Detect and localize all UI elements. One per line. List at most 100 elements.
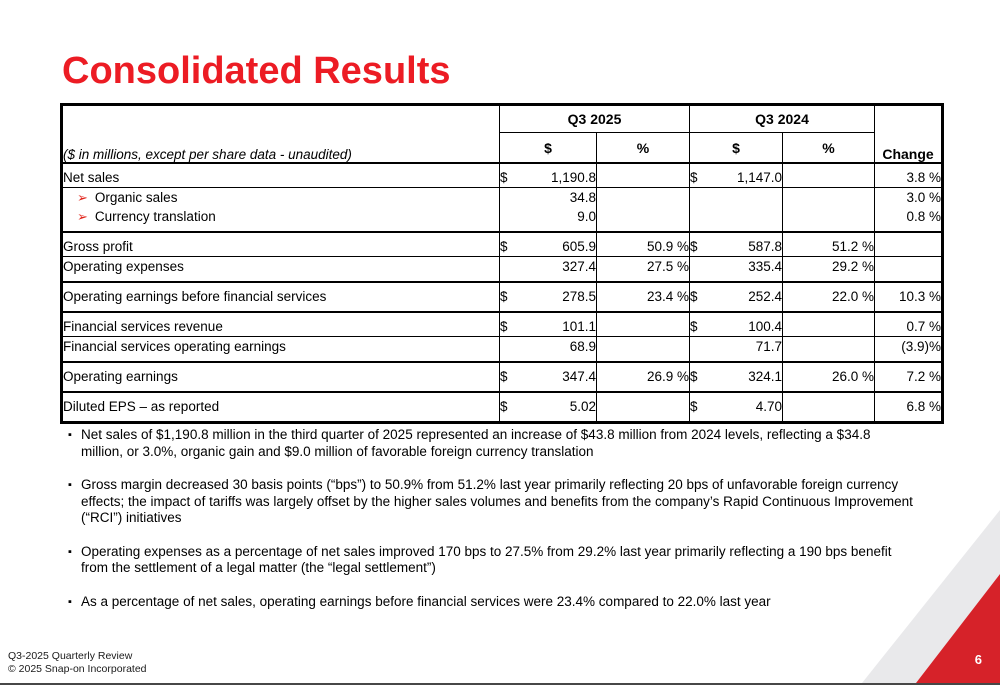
change-value: 7.2 % — [874, 361, 943, 393]
bullet-text: As a percentage of net sales, operating … — [81, 593, 771, 609]
table-row: ➢ Organic sales 34.8 3.0 % — [61, 187, 943, 207]
change-value: 6.8 % — [874, 391, 943, 423]
value-q3-2024: 100.4 — [748, 319, 782, 334]
square-bullet-icon: ▪ — [68, 429, 72, 441]
value-q3-2024: 324.1 — [748, 369, 782, 384]
pct-q3-2024 — [782, 187, 875, 207]
currency-sign: $ — [690, 319, 698, 334]
pct-q3-2025 — [596, 311, 690, 337]
value-q3-2025: 347.4 — [562, 369, 596, 384]
value-q3-2024: 252.4 — [748, 289, 782, 304]
value-q3-2025: 278.5 — [562, 289, 596, 304]
row-label: Gross profit — [63, 239, 133, 254]
bullet-text: Gross margin decreased 30 basis points (… — [81, 477, 913, 525]
change-value: 10.3 % — [874, 281, 943, 313]
row-label: Diluted EPS – as reported — [63, 399, 220, 414]
value-q3-2024: 71.7 — [755, 339, 782, 354]
value-q3-2025: 68.9 — [569, 339, 596, 354]
list-item: ▪ Net sales of $1,190.8 million in the th… — [68, 427, 916, 460]
col-group-q3-2024: Q3 2024 — [689, 104, 875, 133]
value-q3-2025: 9.0 — [577, 209, 596, 224]
table-note: ($ in millions, except per share data - … — [61, 104, 500, 164]
arrow-bullet-icon: ➢ — [77, 209, 88, 224]
square-bullet-icon: ▪ — [68, 595, 72, 608]
footer-line-2: © 2025 Snap-on Incorporated — [8, 663, 147, 675]
row-label: Currency translation — [94, 209, 216, 224]
value-q3-2024: 4.70 — [755, 399, 782, 414]
currency-sign: $ — [690, 369, 698, 384]
pct-q3-2024 — [782, 207, 875, 233]
bullet-text: Operating expenses as a percentage of ne… — [81, 543, 892, 576]
row-label: Net sales — [63, 170, 120, 185]
table-row: Diluted EPS – as reported $5.02 $4.70 6.… — [61, 391, 943, 423]
change-value — [874, 256, 943, 283]
currency-sign: $ — [690, 399, 698, 414]
value-q3-2025: 605.9 — [562, 239, 596, 254]
value-q3-2025: 327.4 — [562, 259, 596, 274]
currency-sign: $ — [500, 170, 508, 185]
table-row: Financial services operating earnings 68… — [61, 336, 943, 363]
pct-q3-2025: 23.4 % — [596, 281, 690, 313]
pct-q3-2025 — [596, 391, 690, 423]
value-q3-2025: 101.1 — [562, 319, 596, 334]
pct-q3-2025 — [596, 207, 690, 233]
col-header-dollar-2025: $ — [499, 132, 597, 164]
table-row: Gross profit $605.9 50.9 % $587.8 51.2 % — [61, 231, 943, 257]
value-q3-2024: 1,147.0 — [736, 170, 782, 185]
value-q3-2024: 335.4 — [748, 259, 782, 274]
page-title: Consolidated Results — [62, 50, 451, 92]
row-label: Financial services operating earnings — [63, 339, 286, 354]
row-label: Operating expenses — [63, 259, 184, 274]
table-row: Operating expenses 327.4 27.5 % 335.4 29… — [61, 256, 943, 283]
currency-sign: $ — [690, 289, 698, 304]
value-q3-2024: 587.8 — [748, 239, 782, 254]
value-q3-2025: 34.8 — [569, 190, 596, 205]
pct-q3-2025: 50.9 % — [596, 231, 690, 257]
list-item: ▪ As a percentage of net sales, operating… — [68, 594, 916, 611]
pct-q3-2025: 27.5 % — [596, 256, 690, 283]
pct-q3-2024 — [782, 311, 875, 337]
change-value: (3.9)% — [874, 336, 943, 363]
row-label: Organic sales — [94, 190, 178, 205]
red-corner-triangle — [916, 574, 1000, 683]
table-row: Net sales $1,190.8 $1,147.0 3.8 % — [61, 162, 943, 188]
pct-q3-2024 — [782, 336, 875, 363]
col-group-q3-2025: Q3 2025 — [499, 104, 690, 133]
slide-footer: Q3-2025 Quarterly Review © 2025 Snap-on … — [8, 650, 147, 676]
row-label: Operating earnings before financial serv… — [63, 289, 327, 304]
pct-q3-2024: 26.0 % — [782, 361, 875, 393]
pct-q3-2025 — [596, 187, 690, 207]
consolidated-results-table: ($ in millions, except per share data - … — [60, 103, 944, 424]
list-item: ▪ Gross margin decreased 30 basis points … — [68, 477, 916, 527]
change-value — [874, 231, 943, 257]
row-label: Operating earnings — [63, 369, 178, 384]
col-header-pct-2025: % — [596, 132, 690, 164]
currency-sign: $ — [500, 319, 508, 334]
pct-q3-2025 — [596, 336, 690, 363]
change-value: 3.0 % — [874, 187, 943, 207]
page-number: 6 — [974, 652, 982, 667]
table-row: Operating earnings $347.4 26.9 % $324.1 … — [61, 361, 943, 393]
value-q3-2025: 5.02 — [569, 399, 596, 414]
pct-q3-2025: 26.9 % — [596, 361, 690, 393]
currency-sign: $ — [500, 239, 508, 254]
pct-q3-2025 — [596, 162, 690, 188]
table-row: ➢ Currency translation 9.0 0.8 % — [61, 207, 943, 233]
col-header-dollar-2024: $ — [689, 132, 783, 164]
square-bullet-icon: ▪ — [68, 479, 72, 491]
square-bullet-icon: ▪ — [68, 545, 72, 558]
change-value: 3.8 % — [874, 162, 943, 188]
summary-bullet-list: ▪ Net sales of $1,190.8 million in the th… — [68, 427, 916, 627]
bullet-text: Net sales of $1,190.8 million in the thi… — [81, 427, 871, 459]
change-value: 0.7 % — [874, 311, 943, 337]
change-value: 0.8 % — [874, 207, 943, 233]
row-label: Financial services revenue — [63, 319, 223, 334]
list-item: ▪ Operating expenses as a percentage of n… — [68, 544, 916, 577]
table-row: Financial services revenue $101.1 $100.4… — [61, 311, 943, 337]
value-q3-2025: 1,190.8 — [550, 170, 596, 185]
pct-q3-2024 — [782, 162, 875, 188]
currency-sign: $ — [690, 170, 698, 185]
currency-sign: $ — [500, 399, 508, 414]
currency-sign: $ — [500, 369, 508, 384]
